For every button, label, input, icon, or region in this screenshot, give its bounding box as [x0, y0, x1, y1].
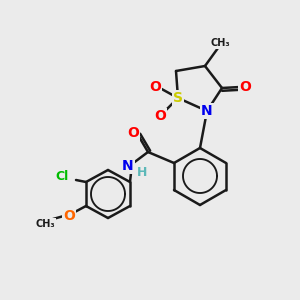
Text: N: N [122, 159, 134, 173]
Text: CH₃: CH₃ [35, 219, 55, 229]
Text: O: O [154, 109, 166, 123]
Text: O: O [239, 80, 251, 94]
Text: N: N [201, 104, 213, 118]
Text: H: H [137, 166, 147, 178]
Text: S: S [173, 91, 183, 105]
Text: O: O [149, 80, 161, 94]
Text: CH₃: CH₃ [210, 38, 230, 48]
Text: O: O [63, 209, 75, 223]
Text: Cl: Cl [56, 170, 69, 184]
Text: O: O [127, 126, 139, 140]
